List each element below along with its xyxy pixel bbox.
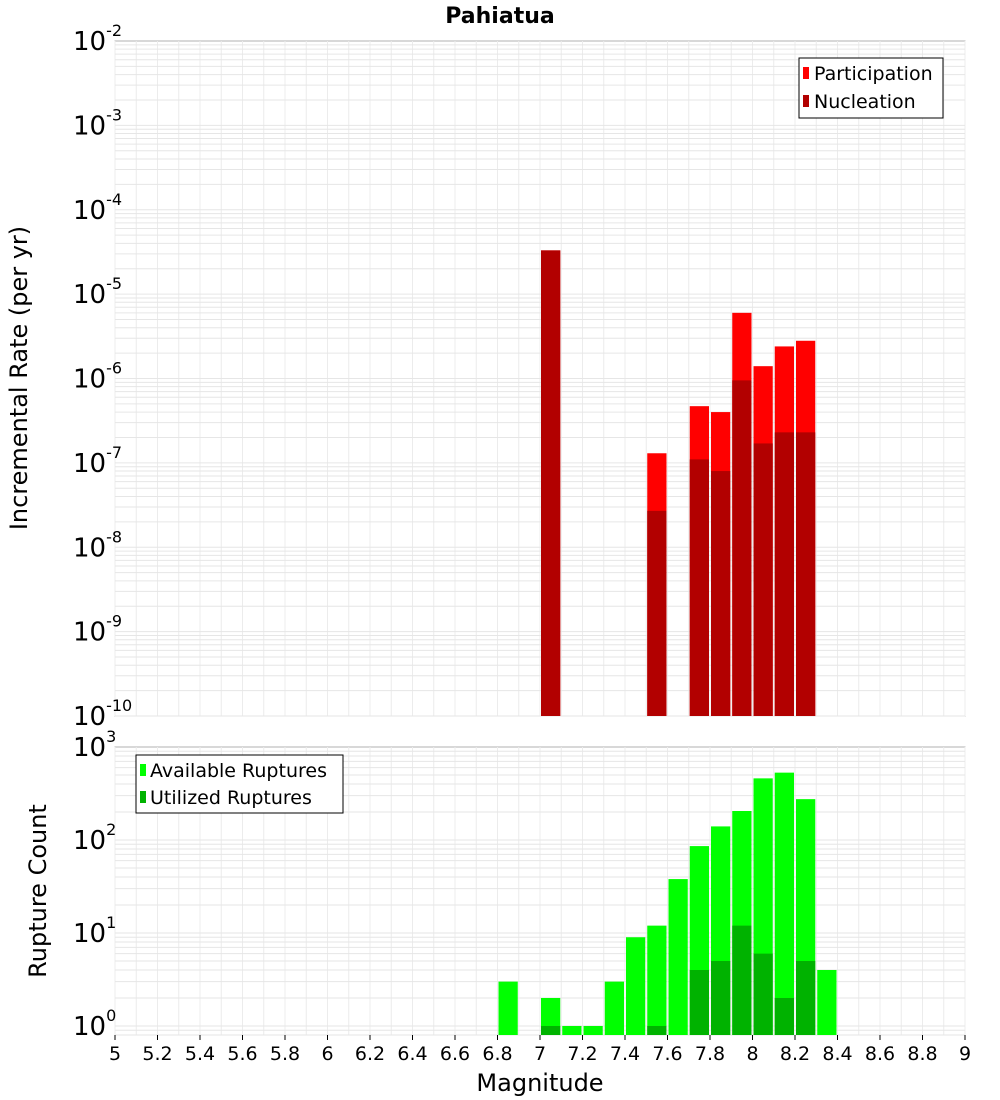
top-series1-bar [732, 380, 752, 716]
participation-legend-label: Participation [814, 63, 933, 85]
x-tick-label: 7.8 [695, 1043, 725, 1065]
x-tick-label: 8 [746, 1043, 758, 1065]
x-tick-label: 6.4 [397, 1043, 427, 1065]
top-series1-bar [753, 443, 773, 716]
bottom-series1-bar [689, 969, 709, 1035]
y-tick-label: 100 [73, 1006, 116, 1042]
top-series1-bar [647, 510, 667, 716]
incremental-rate-panel: 10-2 10-3 10-4 10-5 10-6 10-7 10-8 10-9 10-10 Pa… [5, 21, 966, 732]
x-tick-label: 6.8 [482, 1043, 512, 1065]
x-tick-label: 9 [959, 1043, 971, 1065]
available-legend-label: Available Ruptures [150, 760, 327, 782]
bottom-series0-bar [583, 1025, 603, 1035]
available-legend-swatch [140, 764, 146, 776]
x-axis-label: Magnitude [476, 1069, 603, 1097]
y-tick-label: 10-7 [73, 443, 122, 479]
utilized-legend-swatch [140, 791, 146, 803]
x-tick-label: 6 [321, 1043, 333, 1065]
y-tick-label: 102 [73, 820, 116, 856]
x-tick-label: 5 [109, 1043, 121, 1065]
x-tick-label: 5.2 [142, 1043, 172, 1065]
x-tick-label: 7.4 [610, 1043, 640, 1065]
bottom-series0-bar [498, 981, 518, 1035]
bottom-series0-bar [541, 997, 561, 1035]
x-tick-label: 6.2 [355, 1043, 385, 1065]
top-y-ticks: 10-2 10-3 10-4 10-5 10-6 10-7 10-8 10-9 10-10 [73, 21, 132, 732]
x-tick-label: 6.6 [440, 1043, 470, 1065]
top-series1-bar [796, 432, 816, 716]
x-tick-label: 5.6 [227, 1043, 257, 1065]
y-tick-label: 101 [73, 913, 116, 949]
bottom-bars [498, 772, 837, 1035]
bottom-series1-bar [774, 997, 794, 1035]
top-series1-bar [774, 432, 794, 716]
top-series1-bar [711, 471, 731, 716]
y-tick-label: 10-5 [73, 274, 122, 310]
y-tick-label: 10-2 [73, 21, 122, 57]
x-tick-label: 5.4 [185, 1043, 215, 1065]
bottom-series0-bar [668, 879, 688, 1035]
x-tick-label: 8.6 [865, 1043, 895, 1065]
top-grid [114, 41, 966, 717]
bottom-series1-bar [541, 1025, 561, 1035]
bottom-legend: Available Ruptures Utilized Ruptures [135, 754, 344, 814]
y-tick-label: 10-4 [73, 190, 122, 226]
bottom-grid [114, 747, 966, 1036]
x-tick-label: 7 [534, 1043, 546, 1065]
bottom-series1-bar [647, 1025, 667, 1035]
top-legend-box [798, 57, 944, 119]
rupture-count-panel: 103 102 101 100 Available Ruptures Utilized… [24, 727, 966, 1042]
bottom-legend-box [135, 754, 344, 814]
x-axis-ticks: 5 5.2 5.4 5.6 5.8 6 6.2 6.4 6.6 6.8 7 7.2 7.4 7.6 7.8 8… [109, 1035, 971, 1065]
participation-legend-swatch [803, 67, 809, 79]
bottom-series0-bar [817, 969, 837, 1035]
y-tick-label: 10-10 [73, 696, 132, 732]
x-tick-label: 7.2 [567, 1043, 597, 1065]
bottom-series0-bar [647, 925, 667, 1035]
utilized-legend-label: Utilized Ruptures [150, 787, 312, 809]
bottom-series0-bar [562, 1025, 582, 1035]
y-tick-label: 10-6 [73, 359, 122, 395]
bottom-series1-bar [711, 960, 731, 1035]
bottom-y-axis-label: Rupture Count [24, 804, 52, 978]
chart-title: Pahiatua [445, 4, 554, 29]
nucleation-legend-swatch [803, 95, 809, 107]
y-tick-label: 10-9 [73, 612, 122, 648]
top-bars [541, 250, 816, 717]
nucleation-legend-label: Nucleation [814, 91, 916, 113]
bottom-series0-bar [626, 937, 646, 1035]
x-tick-label: 5.8 [270, 1043, 300, 1065]
top-legend: Participation Nucleation [798, 57, 944, 119]
bottom-series0-bar [774, 772, 794, 1035]
bottom-series0-bar [604, 981, 624, 1035]
x-tick-label: 8.4 [822, 1043, 852, 1065]
bottom-y-ticks: 103 102 101 100 [73, 727, 116, 1042]
top-series1-bar [689, 459, 709, 716]
top-series1-bar [541, 250, 561, 717]
x-tick-label: 7.6 [652, 1043, 682, 1065]
bottom-series1-bar [732, 925, 752, 1035]
top-y-axis-label: Incremental Rate (per yr) [5, 226, 33, 530]
bottom-series1-bar [796, 960, 816, 1035]
y-tick-label: 10-3 [73, 105, 122, 141]
y-tick-label: 10-8 [73, 527, 122, 563]
y-tick-label: 103 [73, 727, 116, 763]
x-tick-label: 8.2 [780, 1043, 810, 1065]
bottom-series1-bar [753, 953, 773, 1035]
x-tick-label: 8.8 [907, 1043, 937, 1065]
